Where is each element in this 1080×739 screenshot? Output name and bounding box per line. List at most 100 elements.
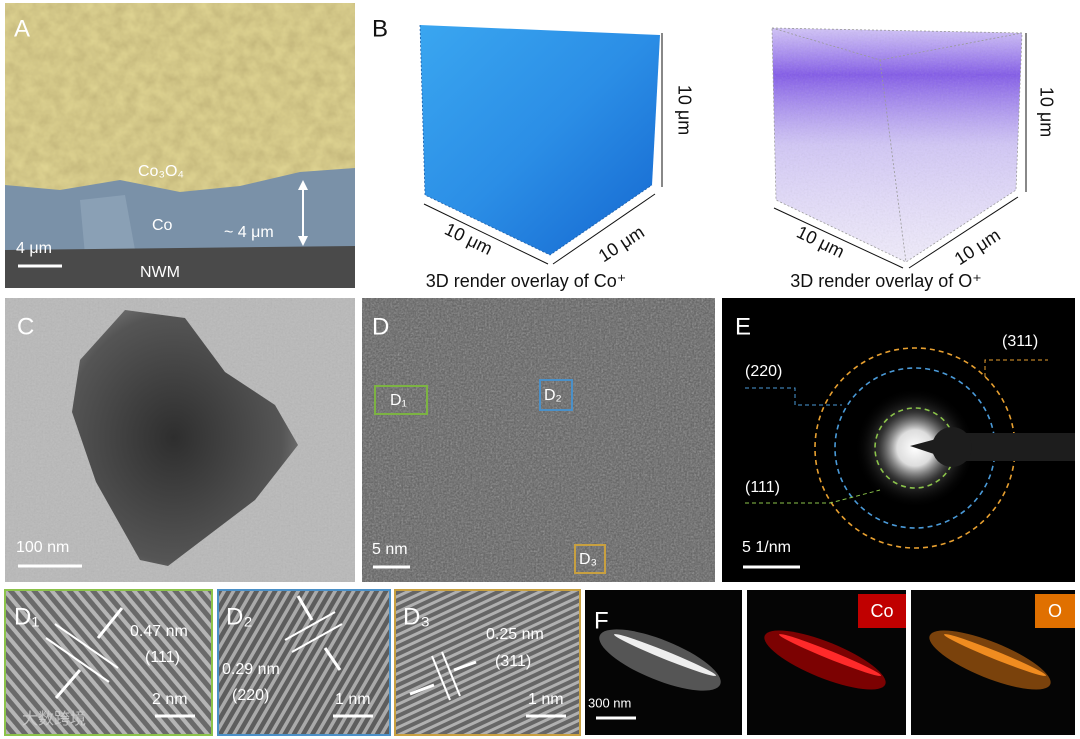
caption: 3D render overlay of O⁺ [790,271,982,291]
leader-line [745,387,842,406]
panel-label: C [17,313,34,340]
map-label: Co [870,601,893,621]
arrow [323,647,342,671]
panel-label: B [372,15,388,42]
fringe-marker [291,623,343,653]
beam-stop [910,438,940,456]
layer-label: Co₃O₄ [138,163,184,180]
fringe-marker [441,651,461,697]
inset-d3: D₃ 0.25 nm (311) 1 nm [394,589,581,736]
cube-scatter [772,28,1022,262]
fringe-marker [431,655,451,701]
panel-c: C 100 nm [5,298,355,582]
map-label-box [1035,594,1075,628]
dimension-line [552,193,656,265]
edge-label: 10 μm [951,225,1004,269]
region-box [574,544,606,574]
co-signal [764,630,886,690]
map-label-box [858,594,906,628]
scale-bar-label: 4 μm [16,240,52,257]
central-beam [855,388,975,508]
panel-label: F [594,607,609,634]
scale-bar-label: 5 nm [372,541,408,558]
region-box [539,379,573,411]
leader-line [745,489,881,504]
edge-label: 10 μm [674,85,694,135]
dimension-line [773,207,904,269]
inset-image [217,589,391,736]
scale-bar-label: 1 nm [528,691,564,708]
region-label: D₂ [544,387,562,404]
o-signal [943,634,1047,676]
ring-label: (311) [1002,333,1038,350]
fringe-marker [54,623,119,669]
ring-label: (111) [745,479,780,496]
cube-edge [771,27,1023,263]
arrow [96,607,124,639]
edge-label: 10 μm [1036,87,1056,137]
fringe-marker [284,611,336,641]
fringe-marker [45,637,110,683]
scale-bar-label: 100 nm [16,539,69,556]
ring-label: (220) [745,363,782,380]
spacing-label: 0.47 nm [130,623,188,640]
scale-bar-label: 5 1/nm [742,539,791,556]
cube-edge [879,59,907,263]
co-grain [80,195,135,255]
scale-bar-label: 2 nm [152,691,188,708]
arrow [296,595,314,621]
panel-a: A Co₃O₄ Co ~ 4 μm NWM 4 μm [5,3,355,288]
co-signal [778,634,882,676]
panel-label: A [14,15,30,42]
panel-f: F 300 nm Co O [585,590,1075,735]
thickness-label: ~ 4 μm [224,224,274,241]
cube-edge [419,24,653,256]
arrow-head [298,180,308,190]
particle-edge [613,634,717,676]
particle [599,629,721,691]
plane-label: (220) [232,687,269,704]
inset-d1: D₁ 0.47 nm (111) 2 nm [4,589,213,736]
layer-label: NWM [140,264,180,281]
panel-e: E (311) (220) (111) 5 1/nm [722,298,1075,582]
dimension-line [908,196,1019,269]
map-label: O [1048,601,1062,621]
panel-d: D D₁ D₂ D₃ 5 nm [362,298,715,582]
region-label: D₁ [390,392,407,409]
dimension-line [423,203,549,265]
caption: 3D render overlay of Co⁺ [426,271,627,291]
panel-label: E [735,313,751,340]
layer-label: Co [152,217,173,234]
substrate [5,246,355,288]
scale-bar-label: 300 nm [588,695,631,710]
spacing-label: 0.29 nm [222,661,280,678]
hrtem-noise [362,298,715,582]
particle [72,310,298,566]
arrow [54,669,82,699]
cube-render [420,25,660,255]
inset-label: D₂ [226,603,253,630]
panel-label: D [372,313,389,340]
arrow [409,683,435,696]
arrow [453,660,477,672]
arrow-head [298,236,308,246]
o-signal [929,630,1051,690]
watermark: 大数跨境 [22,709,86,728]
beam-stop [932,427,972,467]
sem-texture [5,3,355,203]
inset-image [394,589,581,736]
edge-label: 10 μm [595,222,648,266]
plane-label: (111) [145,649,180,666]
inset-label: D₁ [14,603,39,630]
panel-b: B 10 μm 10 μm 10 μm 3D render overlay of… [372,15,1056,290]
leader-line [984,359,1048,377]
spacing-label: 0.25 nm [486,626,544,643]
scale-bar-label: 1 nm [335,691,371,708]
inset-label: D₃ [403,603,430,630]
region-label: D₃ [579,551,597,568]
plane-label: (311) [495,653,531,670]
region-box [374,385,428,415]
inset-d2: D₂ 0.29 nm (220) 1 nm [217,589,391,736]
